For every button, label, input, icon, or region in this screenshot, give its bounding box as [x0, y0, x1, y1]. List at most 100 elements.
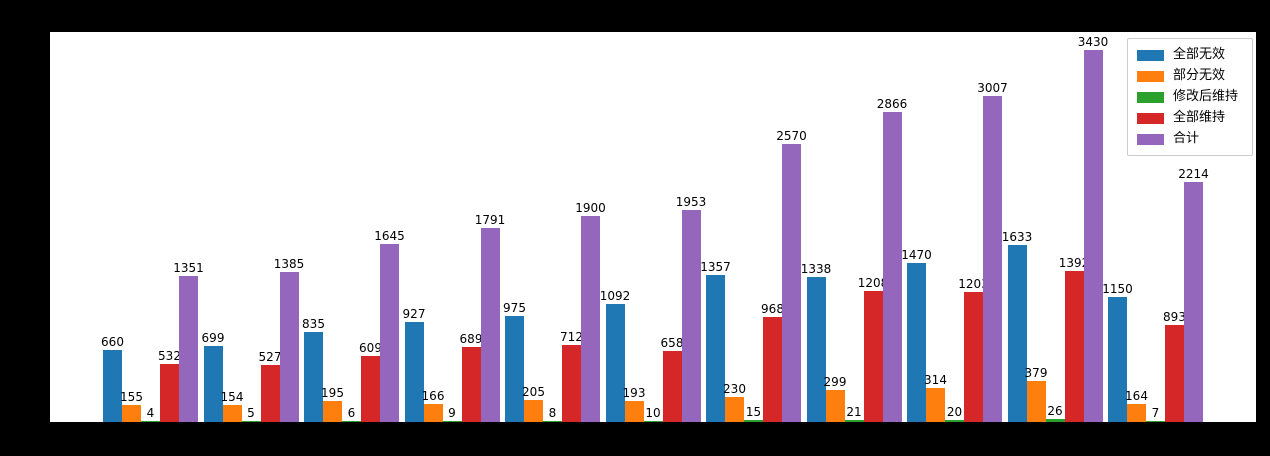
bar-value-label: 1208: [857, 276, 889, 290]
bar-value-label: 8: [548, 406, 557, 420]
bar-value-label: 3430: [1077, 35, 1109, 49]
bar-series-1-group-6: [725, 397, 744, 422]
bar-series-3-group-9: [1064, 271, 1084, 422]
bar-value-label: 532: [158, 349, 181, 363]
legend-label: 全部维持: [1173, 110, 1226, 125]
bar-series-1-group-7: [825, 390, 845, 422]
bar-value-label: 975: [503, 301, 526, 315]
bar-value-label: 1338: [800, 262, 832, 276]
bar-value-label: 609: [359, 341, 382, 355]
bar-value-label: 299: [823, 375, 847, 389]
bar-series-4-group-10: [1184, 182, 1203, 422]
bar-series-2-group-7: [844, 420, 864, 422]
bar-value-label: 712: [560, 330, 583, 344]
bar-series-0-group-6: [706, 275, 725, 422]
plot-area: 660 155 4 532 1351 699 154 5 527 1385 835 195 6 609 16…: [50, 32, 1256, 425]
bar-series-1-group-1: [222, 405, 242, 422]
bar-series-0-group-0: [103, 350, 122, 422]
bar-value-label: 195: [321, 386, 344, 400]
bar-series-4-group-9: [1083, 50, 1103, 422]
bar-series-1-group-0: [122, 405, 141, 422]
legend-swatch-icon: [1137, 70, 1164, 82]
bar-value-label: 20: [946, 405, 963, 419]
bar-value-label: 4: [146, 406, 155, 420]
bar-value-label: 1392: [1058, 256, 1090, 270]
bar-value-label: 527: [258, 350, 282, 364]
legend-entry: 部分无效: [1137, 68, 1243, 84]
bar-value-label: 193: [622, 386, 646, 400]
bar-value-label: 1645: [374, 229, 405, 243]
bar-series-0-group-7: [806, 277, 826, 422]
bar-value-label: 1900: [575, 201, 606, 215]
bar-series-2-group-9: [1045, 419, 1065, 422]
bar-series-3-group-6: [763, 317, 782, 422]
bar-value-label: 379: [1024, 366, 1048, 380]
legend-entry: 修改后维持: [1137, 89, 1243, 105]
bar-series-3-group-0: [160, 364, 179, 422]
bar-series-0-group-3: [404, 322, 424, 422]
bar-series-4-group-7: [882, 112, 902, 422]
legend-swatch-icon: [1137, 133, 1164, 145]
bar-value-label: 1203: [958, 277, 989, 291]
bar-value-label: 230: [723, 382, 746, 396]
bar-value-label: 1633: [1001, 230, 1033, 244]
bar-series-0-group-2: [304, 332, 323, 422]
bar-value-label: 5: [247, 406, 255, 420]
bar-value-label: 9: [448, 406, 456, 420]
bar-series-2-group-0: [141, 421, 160, 422]
bar-value-label: 205: [522, 385, 545, 399]
bar-value-label: 1385: [273, 257, 305, 271]
bar-series-4-group-4: [581, 216, 600, 422]
bar-series-1-group-9: [1026, 381, 1046, 422]
bar-series-1-group-3: [423, 404, 443, 422]
bar-value-label: 3007: [977, 81, 1008, 95]
bar-value-label: 2570: [776, 129, 807, 143]
bar-series-3-group-10: [1165, 325, 1184, 422]
legend-entry: 全部无效: [1137, 47, 1243, 63]
bar-series-0-group-1: [203, 346, 223, 422]
bar-series-3-group-5: [662, 351, 682, 422]
bar-value-label: 164: [1125, 389, 1148, 403]
legend-swatch-icon: [1137, 91, 1164, 103]
bar-series-4-group-2: [380, 244, 399, 422]
legend: 全部无效 部分无效 修改后维持 全部维持 合计: [1127, 38, 1253, 156]
bar-series-3-group-7: [863, 291, 883, 422]
bar-series-0-group-4: [505, 316, 524, 422]
bar-series-2-group-2: [342, 421, 361, 422]
bar-series-3-group-3: [461, 347, 481, 422]
bar-value-label: 1470: [901, 248, 932, 262]
bar-value-label: 314: [924, 373, 947, 387]
bar-value-label: 21: [846, 405, 862, 419]
legend-label: 修改后维持: [1173, 89, 1239, 104]
bar-series-4-group-3: [480, 228, 500, 422]
bar-series-0-group-8: [907, 263, 926, 422]
bar-value-label: 658: [660, 336, 684, 350]
bar-series-3-group-4: [562, 345, 581, 422]
bar-series-2-group-6: [744, 420, 763, 422]
bar-value-label: 1092: [599, 289, 631, 303]
bar-series-2-group-3: [442, 421, 462, 422]
bar-value-label: 154: [220, 390, 244, 404]
legend-label: 部分无效: [1173, 68, 1226, 83]
bar-series-3-group-2: [361, 356, 380, 422]
legend-entry: 全部维持: [1137, 110, 1243, 126]
bar-series-0-group-5: [605, 304, 625, 422]
bar-value-label: 2866: [876, 97, 908, 111]
bar-series-2-group-4: [543, 421, 562, 422]
bar-series-3-group-1: [260, 365, 280, 422]
bar-series-4-group-1: [279, 272, 299, 422]
bar-series-2-group-5: [643, 421, 663, 422]
bar-series-4-group-8: [983, 96, 1002, 422]
bar-value-label: 1351: [173, 261, 204, 275]
bar-value-label: 15: [745, 405, 762, 419]
bar-value-label: 1953: [675, 195, 707, 209]
bar-series-1-group-4: [524, 400, 543, 422]
bar-series-2-group-1: [241, 421, 261, 422]
bar-value-label: 7: [1151, 406, 1160, 420]
legend-swatch-icon: [1137, 112, 1164, 124]
bar-series-3-group-8: [964, 292, 983, 422]
bar-value-label: 968: [761, 302, 784, 316]
bar-value-label: 6: [347, 406, 356, 420]
bar-series-1-group-5: [624, 401, 644, 422]
